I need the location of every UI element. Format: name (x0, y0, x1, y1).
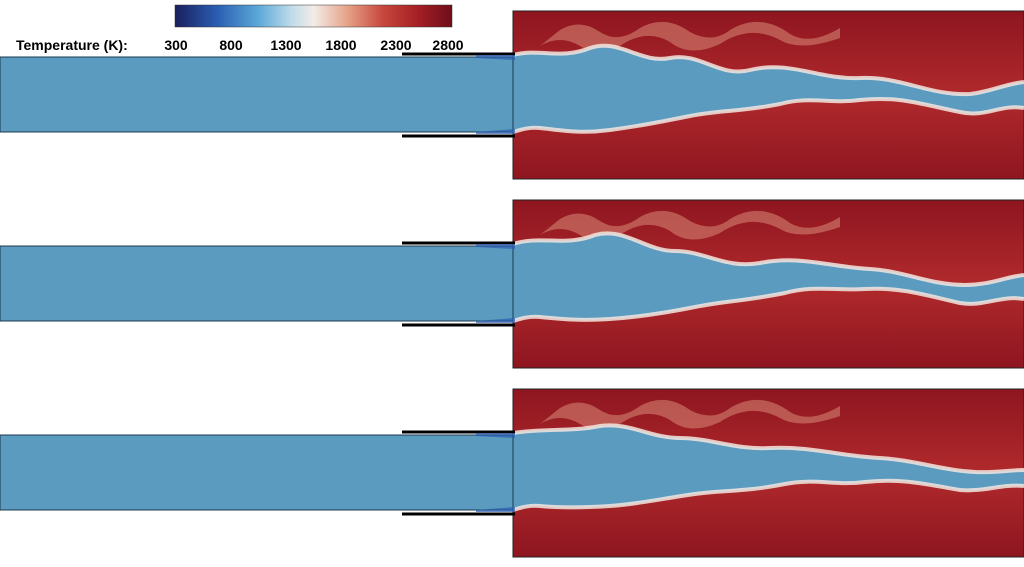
flow-panel (0, 388, 1024, 558)
mixing-layer-upper (512, 423, 1024, 475)
colorbar-tick: 2800 (432, 37, 463, 53)
cold-jet-core (513, 233, 1024, 321)
inlet-duct (0, 56, 514, 133)
cold-jet-core (513, 45, 1024, 132)
colorbar-tick: 800 (219, 37, 243, 53)
colorbar: Temperature (K): 300 800 1300 1800 2300 … (16, 4, 464, 53)
colorbar-label: Temperature (K): (16, 37, 128, 53)
mixing-layer-lower (512, 478, 1024, 512)
hot-eddies (540, 21, 840, 52)
hot-eddies (540, 399, 840, 430)
inlet-duct (0, 245, 514, 322)
mixing-layer-lower (512, 96, 1024, 134)
mixing-layer-upper (512, 43, 1024, 97)
colorbar-tick: 1300 (270, 37, 301, 53)
flow-panel (0, 10, 1024, 180)
colorbar-tick: 2300 (380, 37, 411, 53)
cold-jet-core (513, 425, 1024, 510)
colorbar-gradient (174, 4, 453, 28)
mixing-layer-upper (512, 231, 1024, 288)
flow-panel (0, 199, 1024, 369)
colorbar-tick: 1800 (325, 37, 356, 53)
colorbar-tick: 300 (164, 37, 188, 53)
inlet-duct (0, 434, 514, 511)
mixing-layer-lower (512, 286, 1024, 323)
